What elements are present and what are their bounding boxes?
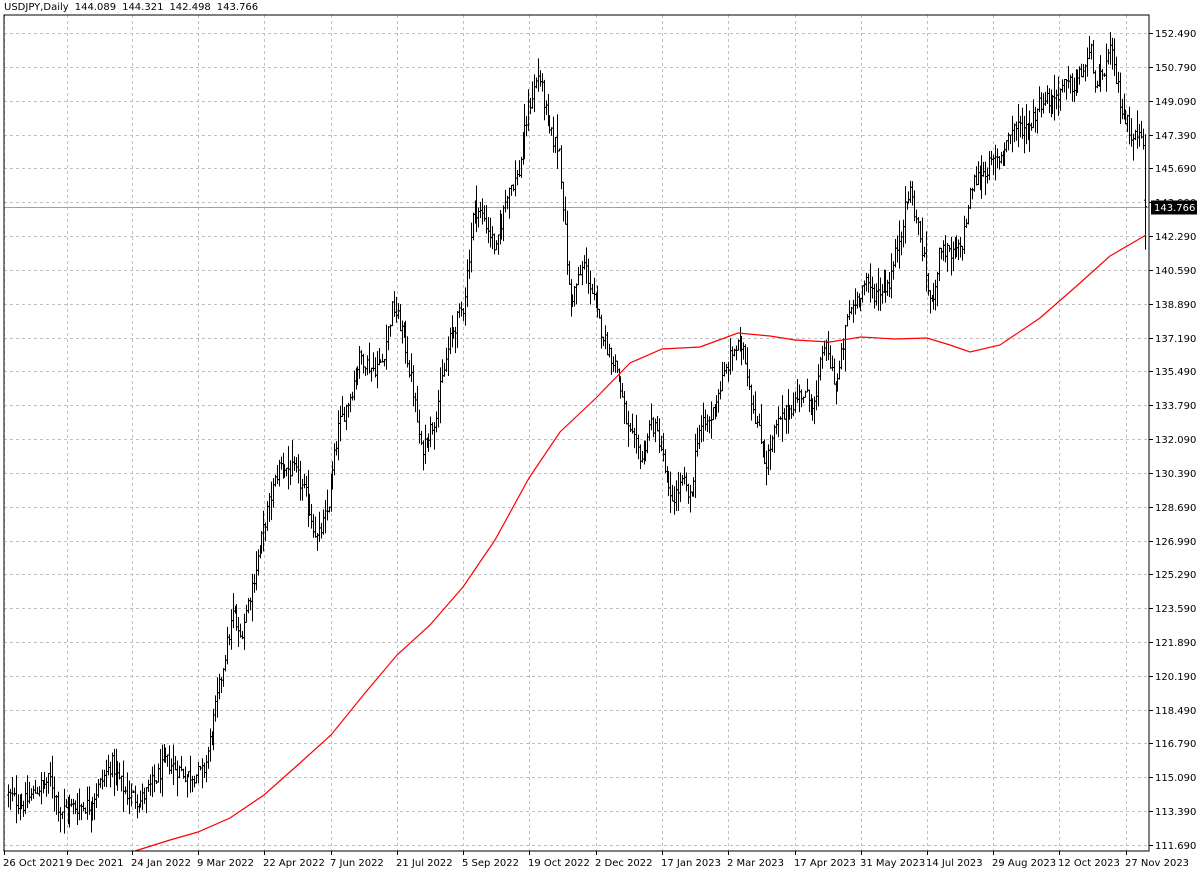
y-tick-label: 115.090 [1155,773,1196,784]
x-tick-label: 24 Jan 2022 [131,858,191,869]
x-tick-label: 17 Jan 2023 [661,858,721,869]
y-tick-label: 111.690 [1155,841,1196,852]
plot-frame [3,14,1150,852]
y-tick-label: 128.690 [1155,503,1196,514]
y-tick-label: 150.790 [1155,63,1196,74]
y-tick-label: 152.490 [1155,29,1196,40]
x-tick-label: 19 Oct 2022 [528,858,590,869]
high-value: 144.321 [122,2,164,13]
axes: 152.490150.790149.090147.390145.690143.9… [3,14,1197,869]
y-tick-label: 120.190 [1155,672,1196,683]
x-tick-label: 12 Oct 2023 [1058,858,1120,869]
x-tick-label: 9 Dec 2021 [66,858,124,869]
close-value: 143.766 [216,2,259,13]
x-tick-label: 9 Mar 2022 [197,858,254,869]
x-tick-label: 2 Dec 2022 [595,858,653,869]
ohlc-bar-current [1144,134,1147,250]
y-tick-label: 137.190 [1155,334,1196,345]
y-tick-label: 133.790 [1155,401,1196,412]
ohlc-bar [1142,128,1145,150]
moving-average [134,234,1147,852]
y-tick-label: 116.790 [1155,739,1196,750]
x-tick-label: 14 Jul 2023 [926,858,983,869]
x-tick-label: 21 Jul 2022 [396,858,453,869]
y-tick-label: 142.290 [1155,232,1196,243]
y-tick-label: 149.090 [1155,97,1196,108]
grid [4,15,1149,851]
x-tick-label: 27 Nov 2023 [1125,858,1189,869]
x-tick-label: 22 Apr 2022 [263,858,325,869]
y-tick-label: 135.490 [1155,367,1196,378]
y-tick-label: 125.290 [1155,570,1196,581]
x-tick-label: 5 Sep 2022 [462,858,519,869]
y-tick-label: 126.990 [1155,537,1196,548]
chart-header: USDJPY,Daily 144.089 144.321 142.498 143.766 [4,2,264,13]
current-price-label-bg [1151,200,1197,215]
y-tick-label: 121.890 [1155,638,1196,649]
current-price-label: 143.766 [1154,203,1195,214]
low-value: 142.498 [169,2,211,13]
x-tick-label: 26 Oct 2021 [3,858,65,869]
symbol-label: USDJPY,Daily [4,2,69,13]
y-tick-label: 113.390 [1155,807,1196,818]
y-tick-label: 145.690 [1155,164,1196,175]
y-tick-label: 130.390 [1155,469,1196,480]
y-tick-label: 140.590 [1155,266,1196,277]
y-tick-label: 123.590 [1155,604,1196,615]
y-tick-label: 147.390 [1155,131,1196,142]
moving-average-line [134,234,1147,852]
x-tick-label: 31 May 2023 [860,858,925,869]
y-tick-label: 118.490 [1155,706,1196,717]
x-tick-label: 7 Jun 2022 [330,858,384,869]
ohlc-bars [7,32,1147,834]
open-value: 144.089 [74,2,117,13]
x-tick-label: 2 Mar 2023 [727,858,784,869]
x-tick-label: 29 Aug 2023 [992,858,1056,869]
y-tick-label: 138.890 [1155,300,1196,311]
x-tick-label: 17 Apr 2023 [794,858,856,869]
y-tick-label: 132.090 [1155,435,1196,446]
